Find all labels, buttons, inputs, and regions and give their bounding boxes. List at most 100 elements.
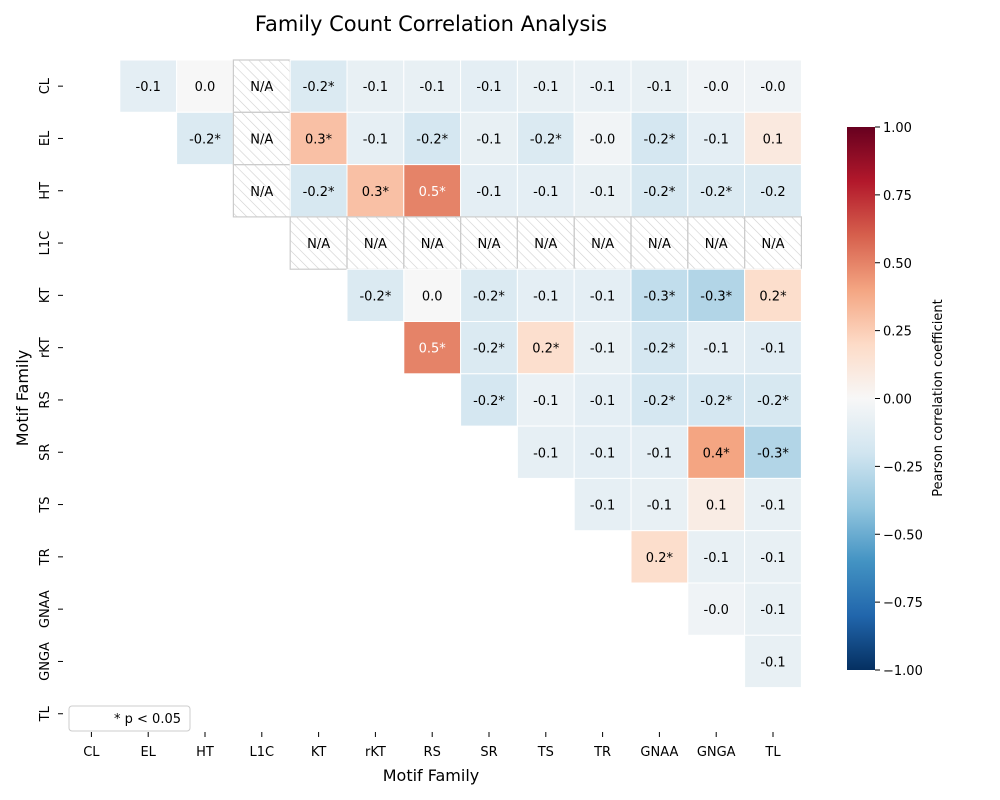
cell-value-label: -0.1	[704, 551, 729, 566]
x-tick-label: KT	[311, 745, 327, 760]
colorbar-label: Pearson correlation coefficient	[931, 299, 946, 496]
x-tick-label: CL	[83, 745, 100, 760]
cell-value-label: -0.3*	[757, 446, 789, 461]
cell-value-label: 0.5*	[419, 185, 447, 200]
cell-value-label: 0.2*	[646, 551, 674, 566]
significance-legend: * p < 0.05	[68, 705, 191, 732]
heatmap-cell	[403, 164, 462, 218]
x-tick-label: HT	[196, 745, 214, 760]
cell-value-label: -0.1	[760, 342, 785, 357]
heatmap-cell	[289, 164, 348, 218]
cell-value-label: -0.2*	[359, 289, 391, 304]
y-tick-label: EL	[38, 130, 53, 146]
heatmap-cell	[744, 582, 802, 636]
cell-value-label: 0.5*	[419, 342, 447, 357]
cell-value-label: -0.1	[533, 80, 558, 95]
cell-value-label: -0.1	[590, 342, 615, 357]
heatmap-cell	[744, 111, 802, 166]
cell-value-label: -0.1	[647, 446, 672, 461]
legend-box	[68, 705, 191, 732]
x-axis-label: Motif Family	[383, 766, 480, 785]
heatmap-cell-na	[232, 111, 291, 166]
cell-value-label: N/A	[307, 237, 330, 252]
cell-value-label: -0.3*	[643, 289, 675, 304]
y-tick-label: TR	[38, 548, 53, 566]
cell-value-label: -0.2*	[473, 394, 505, 409]
heatmap-cell-na	[743, 216, 802, 270]
heatmap-cell	[630, 477, 689, 532]
heatmap-cell-na	[289, 216, 348, 270]
y-axis-ticks: CL EL HT L1C KT rKT RS SR TS TR GNAA GNGA TL	[38, 77, 63, 722]
colorbar-tick-label: −1.00	[883, 664, 923, 679]
cell-value-label: -0.1	[590, 289, 615, 304]
colorbar-tick-label: 0.75	[883, 189, 912, 204]
cell-value-label: 0.1	[706, 499, 727, 514]
y-tick-label: RS	[38, 391, 53, 408]
cell-value-label: -0.1	[760, 499, 785, 514]
heatmap-cell	[744, 268, 802, 323]
cell-value-label: -0.1	[476, 132, 501, 147]
heatmap-cell-na	[403, 216, 462, 270]
colorbar-ticks: 1.00 0.75 0.50 0.25 0.00 −0.25 −0.50 −0.75 −1.00	[875, 121, 923, 679]
colorbar-tick-label: −0.25	[883, 460, 923, 475]
y-tick-label: rKT	[38, 337, 53, 358]
cell-value-label: N/A	[364, 237, 387, 252]
heatmap-cell-labels: -0.1 0.0 N/A -0.2* -0.1 -0.1 -0.1 -0.1 -0.1 -0.1 -…	[136, 80, 790, 670]
cell-value-label: 0.0	[422, 289, 443, 304]
x-tick-label: RS	[424, 745, 441, 760]
y-axis-label: Motif Family	[13, 350, 32, 447]
cell-value-label: -0.3*	[700, 289, 732, 304]
cell-value-label: -0.1	[420, 80, 445, 95]
heatmap-cells	[119, 59, 802, 689]
heatmap-cell	[744, 477, 802, 532]
cell-value-label: -0.2*	[700, 394, 732, 409]
heatmap-cell	[687, 582, 746, 636]
cell-value-label: -0.1	[647, 80, 672, 95]
heatmap-cell	[460, 111, 518, 166]
heatmap-cell	[630, 530, 689, 584]
heatmap-cell	[516, 425, 575, 479]
cell-value-label: 0.4*	[703, 446, 731, 461]
colorbar-tick-label: −0.75	[883, 596, 923, 611]
cell-value-label: N/A	[250, 185, 273, 200]
y-tick-label: KT	[38, 288, 53, 304]
cell-value-label: -0.1	[647, 499, 672, 514]
heatmap-cell	[460, 164, 518, 218]
heatmap-cell	[176, 59, 234, 113]
x-tick-label: L1C	[250, 745, 275, 760]
heatmap-cell	[744, 59, 802, 113]
heatmap-cell	[346, 268, 405, 323]
heatmap-cell	[573, 268, 632, 323]
x-tick-label: TL	[764, 745, 781, 760]
heatmap-cell	[346, 111, 405, 166]
cell-value-label: -0.1	[590, 80, 615, 95]
cell-value-label: -0.2*	[643, 185, 675, 200]
cell-value-label: -0.1	[704, 342, 729, 357]
cell-value-label: -0.1	[476, 185, 501, 200]
cell-value-label: N/A	[421, 237, 444, 252]
cell-value-label: -0.1	[590, 185, 615, 200]
y-tick-label: L1C	[38, 231, 53, 256]
heatmap-cell	[630, 59, 689, 113]
cell-value-label: N/A	[705, 237, 728, 252]
heatmap-cell	[630, 373, 689, 427]
heatmap-cell	[687, 425, 746, 479]
x-tick-label: GNAA	[640, 745, 678, 760]
x-tick-label: rKT	[365, 745, 386, 760]
cell-value-label: -0.2*	[530, 132, 562, 147]
heatmap-cell	[744, 425, 802, 479]
x-tick-label: EL	[140, 745, 156, 760]
x-tick-label: TR	[593, 745, 611, 760]
cell-value-label: -0.1	[363, 80, 388, 95]
cell-value-label: -0.1	[704, 132, 729, 147]
heatmap-cell	[687, 268, 746, 323]
heatmap-cell	[630, 321, 689, 375]
heatmap-cell-na	[573, 216, 632, 270]
colorbar-tick-label: 0.00	[883, 393, 912, 408]
heatmap-cell	[403, 59, 462, 113]
heatmap-cell	[630, 111, 689, 166]
colorbar: 1.00 0.75 0.50 0.25 0.00 −0.25 −0.50 −0.75 −1.00…	[847, 121, 946, 679]
cell-value-label: N/A	[534, 237, 557, 252]
heatmap-cell	[516, 268, 575, 323]
